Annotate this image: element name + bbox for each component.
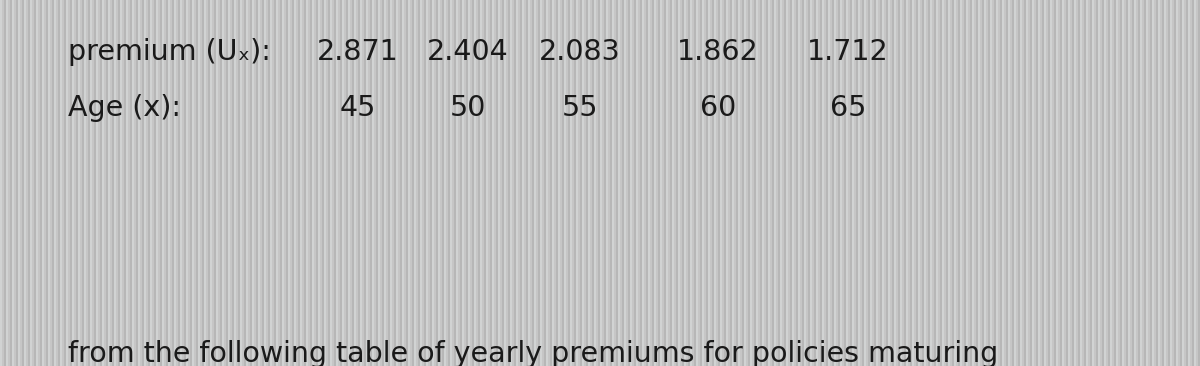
Text: 65: 65 — [830, 94, 866, 122]
Text: 50: 50 — [450, 94, 486, 122]
Text: from the following table of yearly premiums for policies maturing: from the following table of yearly premi… — [68, 340, 998, 366]
Text: 2.871: 2.871 — [317, 38, 398, 66]
Text: 1.712: 1.712 — [808, 38, 889, 66]
Text: 55: 55 — [562, 94, 599, 122]
Text: 2.404: 2.404 — [427, 38, 509, 66]
Text: 60: 60 — [700, 94, 736, 122]
Text: 2.083: 2.083 — [539, 38, 620, 66]
Text: 1.862: 1.862 — [677, 38, 758, 66]
Text: premium (Uₓ):: premium (Uₓ): — [68, 38, 271, 66]
Text: Age (x):: Age (x): — [68, 94, 181, 122]
Text: 45: 45 — [340, 94, 376, 122]
